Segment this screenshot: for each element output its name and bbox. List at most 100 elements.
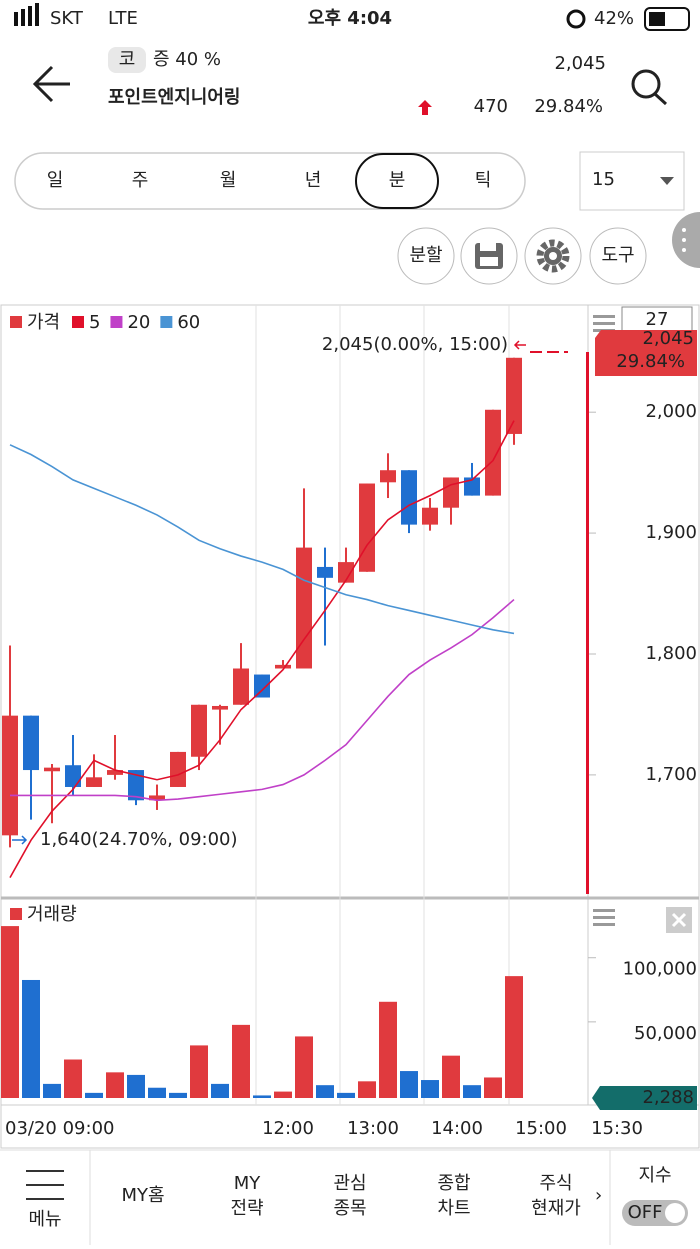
menu-label: 메뉴 xyxy=(28,1209,61,1230)
volume-bar xyxy=(463,1085,481,1098)
candle-body xyxy=(23,715,39,771)
candle-body xyxy=(128,770,144,801)
tool-label: 분할 xyxy=(409,245,442,266)
candle-body xyxy=(359,483,375,572)
split-button[interactable]: 분할 xyxy=(397,227,455,285)
volume-bar xyxy=(442,1055,460,1098)
candle-body xyxy=(107,770,123,775)
candle-body xyxy=(44,767,60,772)
volume-bar xyxy=(358,1081,376,1098)
volume-bar xyxy=(148,1087,166,1098)
moving-average xyxy=(10,598,515,802)
moving-average xyxy=(9,420,515,879)
volume-bar xyxy=(190,1045,208,1098)
legend-label: 20 xyxy=(127,312,150,333)
volume-bar xyxy=(43,1083,61,1098)
candle-body xyxy=(317,566,333,578)
candle-body xyxy=(170,751,186,787)
y-tick-label: 1,900 xyxy=(645,522,697,543)
period-tab[interactable]: 일 xyxy=(47,170,64,191)
candle-body xyxy=(422,507,438,525)
candle-body xyxy=(338,562,354,583)
volume-bar xyxy=(211,1083,229,1098)
search-button[interactable] xyxy=(631,69,668,106)
x-tick-label: 03/20 09:00 xyxy=(5,1118,114,1139)
tool-label: 도구 xyxy=(601,245,634,266)
low-annotation: 1,640(24.70%, 09:00) xyxy=(40,829,238,850)
status-bar: SKT LTE 오후 4:04 42% xyxy=(14,3,690,31)
volume-bar xyxy=(1,926,19,1098)
back-button[interactable] xyxy=(32,65,70,103)
network: LTE xyxy=(108,8,138,29)
clock: 오후 4:04 xyxy=(308,8,392,29)
volume-bar xyxy=(421,1080,439,1098)
nav-item[interactable]: 차트 xyxy=(437,1198,470,1219)
selected-tab xyxy=(355,153,439,209)
save-button[interactable] xyxy=(460,227,518,285)
svg-text:›: › xyxy=(595,1185,602,1206)
settings-button[interactable] xyxy=(524,227,582,285)
volume-bar xyxy=(337,1092,355,1098)
x-tick-label: 14:00 xyxy=(431,1118,483,1139)
volume-bar xyxy=(64,1059,82,1098)
period-tabs xyxy=(14,152,526,210)
nav-item[interactable]: 전략 xyxy=(230,1198,263,1219)
volume-bar xyxy=(106,1072,124,1098)
legend-swatch xyxy=(110,316,123,328)
interval: 15 xyxy=(592,169,615,190)
nav-item[interactable]: MY xyxy=(234,1173,262,1194)
nav-item[interactable]: 관심 xyxy=(333,1173,366,1194)
legend-label: 60 xyxy=(177,312,200,333)
period-tab[interactable]: 틱 xyxy=(475,170,492,191)
moving-average xyxy=(9,444,515,635)
period-tab[interactable]: 분 xyxy=(389,170,406,191)
volume-bar xyxy=(274,1091,292,1098)
nav-item[interactable]: 주식 xyxy=(539,1173,572,1194)
close-volume[interactable] xyxy=(666,907,692,933)
nav-item[interactable]: MY홈 xyxy=(121,1185,164,1206)
y-tick-label: 1,700 xyxy=(645,764,697,785)
volume-bar xyxy=(169,1092,187,1098)
nav-item[interactable]: 종목 xyxy=(333,1198,366,1219)
candle-body xyxy=(233,668,249,705)
volume-bar xyxy=(316,1085,334,1098)
volume-bar xyxy=(232,1024,250,1098)
period-tab[interactable]: 월 xyxy=(220,170,237,191)
carrier: SKT xyxy=(50,8,84,29)
candle-body xyxy=(149,795,165,801)
index-toggle[interactable]: OFF xyxy=(622,1200,688,1226)
x-tick-label: 15:30 xyxy=(591,1118,643,1139)
volume-bar xyxy=(379,1001,397,1098)
candle-body xyxy=(296,547,312,669)
y-tick-label: 100,000 xyxy=(623,959,697,980)
candle-body xyxy=(275,664,291,669)
x-tick-label: 15:00 xyxy=(515,1118,567,1139)
volume-legend: 거래량 xyxy=(27,904,77,925)
y-tick-label: 1,800 xyxy=(645,643,697,664)
nav-item[interactable]: 종합 xyxy=(437,1173,470,1194)
volume-bar xyxy=(505,976,523,1098)
interval-select[interactable]: 15 xyxy=(579,151,685,211)
volume-bar xyxy=(22,979,40,1098)
candle-body xyxy=(401,470,417,525)
volume-bar xyxy=(484,1077,502,1098)
header: 코 증 40 % 포인트엔지니어링 2,045 470 29.84% xyxy=(32,47,668,117)
legend-swatch xyxy=(160,316,173,328)
candle-body xyxy=(191,704,207,757)
period-tab[interactable]: 주 xyxy=(132,170,149,191)
candle-body xyxy=(65,765,81,787)
volume-tag: 2,288 xyxy=(642,1087,694,1108)
volume-bar xyxy=(295,1036,313,1098)
menu-button[interactable]: 메뉴 xyxy=(26,1170,64,1230)
candle-body xyxy=(443,477,459,508)
nav-item[interactable]: 현재가 xyxy=(531,1198,581,1219)
volume-bar xyxy=(85,1092,103,1098)
volume-bar xyxy=(253,1095,271,1098)
market-badge: 코 xyxy=(119,49,136,70)
candle-body xyxy=(485,409,501,496)
candle-body xyxy=(86,777,102,787)
period-tab[interactable]: 년 xyxy=(305,170,322,191)
tool-button[interactable]: 도구 xyxy=(589,227,647,285)
legend-swatch xyxy=(10,316,22,328)
